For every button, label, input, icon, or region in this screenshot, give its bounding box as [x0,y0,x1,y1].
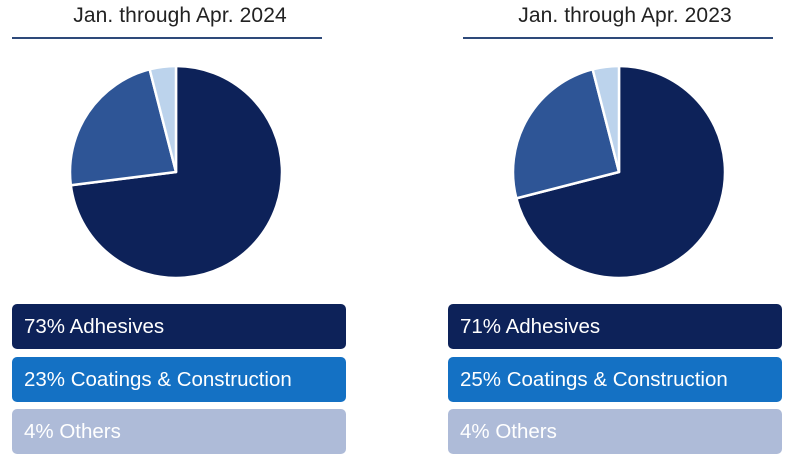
pie-slice-coatings-construction [68,68,178,187]
chart-title: Jan. through Apr. 2023 [518,4,732,27]
chart-2023: Jan. through Apr. 2023 71% Adhesives 25%… [448,0,795,466]
pie-chart [68,64,284,280]
pie-chart [511,64,727,280]
title-divider [12,37,322,39]
legend-item-adhesives: 73% Adhesives [12,304,346,349]
legend-item-coatings-construction: 23% Coatings & Construction [12,357,346,402]
legend-item-adhesives: 71% Adhesives [448,304,782,349]
legend-item-coatings-construction: 25% Coatings & Construction [448,357,782,402]
pie-slice-adhesives [515,64,727,280]
pie-slice-others [591,64,621,174]
legend-item-others: 4% Others [12,409,346,454]
chart-2024: Jan. through Apr. 2024 73% Adhesives 23%… [10,0,350,466]
title-divider [463,37,773,39]
pie-slice-coatings-construction [511,68,621,200]
legend-item-others: 4% Others [448,409,782,454]
pie-slice-others [148,64,178,174]
chart-title: Jan. through Apr. 2024 [73,4,287,27]
